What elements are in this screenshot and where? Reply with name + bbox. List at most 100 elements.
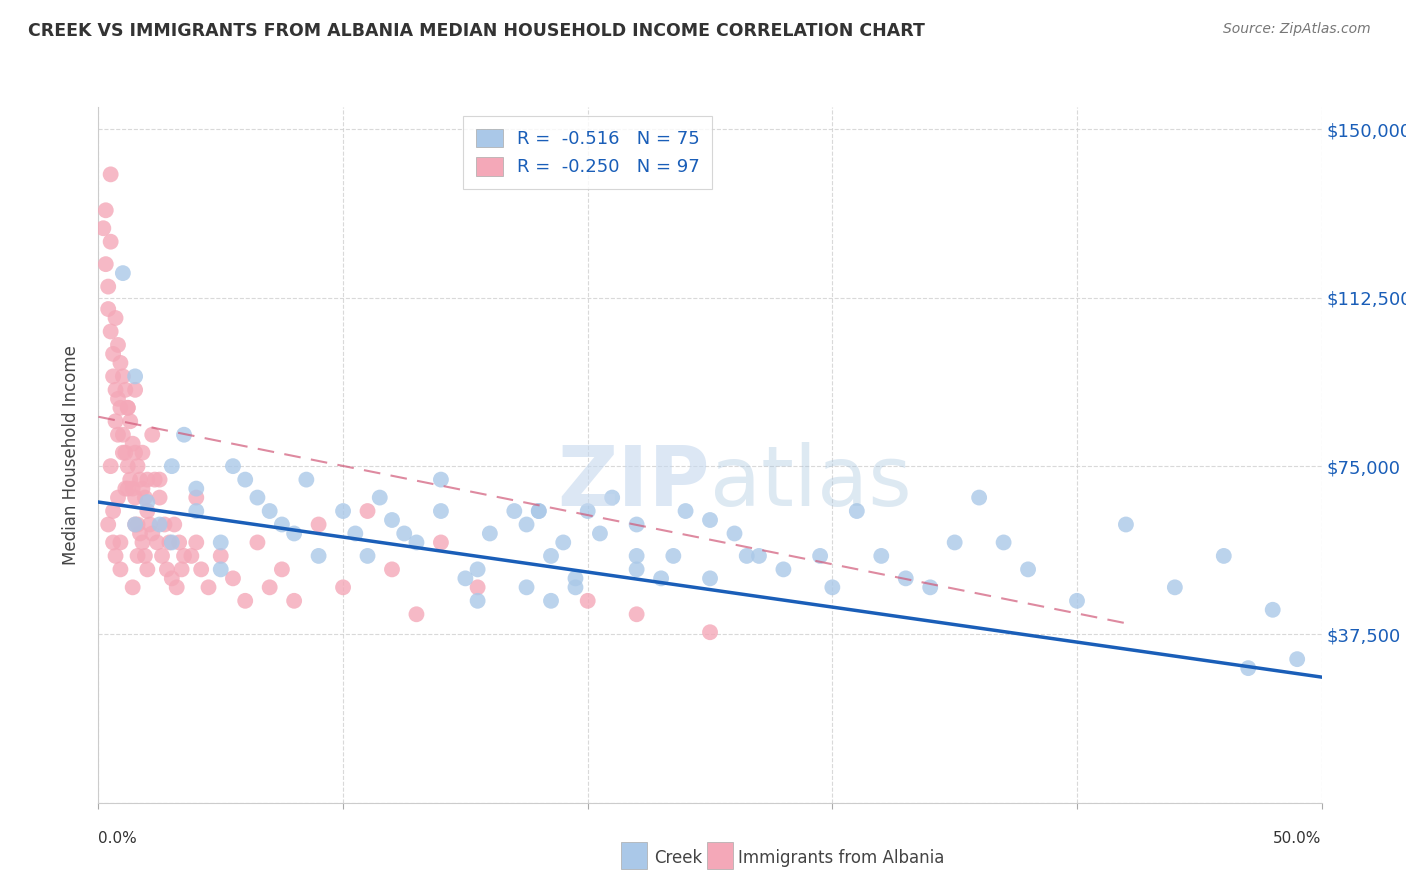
Point — [104, 414, 127, 428]
Point — [626, 549, 648, 563]
Point — [160, 459, 183, 474]
Point — [808, 549, 831, 563]
Point — [186, 535, 208, 549]
Point — [173, 549, 195, 563]
Point — [515, 580, 537, 594]
Point — [97, 301, 120, 316]
Point — [332, 580, 354, 594]
Point — [503, 504, 526, 518]
Point — [143, 473, 166, 487]
Point — [392, 526, 416, 541]
Point — [270, 517, 294, 532]
Point — [356, 549, 378, 563]
Point — [233, 594, 256, 608]
Point — [173, 427, 195, 442]
Point — [121, 482, 143, 496]
Point — [626, 607, 648, 622]
Point — [180, 549, 202, 563]
Point — [344, 526, 367, 541]
Point — [153, 517, 176, 532]
Point — [894, 571, 917, 585]
Point — [381, 562, 404, 576]
Point — [141, 526, 163, 541]
Point — [405, 535, 427, 549]
Point — [540, 594, 562, 608]
Point — [136, 495, 159, 509]
Point — [308, 517, 330, 532]
Text: atlas: atlas — [710, 442, 911, 524]
Point — [845, 504, 868, 518]
Point — [1164, 580, 1187, 594]
Point — [1212, 549, 1234, 563]
Point — [131, 535, 153, 549]
Point — [735, 549, 758, 563]
Point — [600, 491, 623, 505]
Point — [170, 562, 193, 576]
Point — [527, 504, 550, 518]
Point — [920, 580, 942, 594]
Point — [430, 504, 453, 518]
Point — [111, 445, 134, 459]
Point — [107, 392, 129, 406]
Point — [101, 369, 124, 384]
Point — [167, 535, 190, 549]
Point — [197, 580, 219, 594]
Point — [117, 482, 139, 496]
Point — [430, 535, 453, 549]
Point — [209, 562, 232, 576]
Point — [1237, 661, 1260, 675]
Point — [943, 535, 966, 549]
Point — [120, 414, 142, 428]
Y-axis label: Median Household Income: Median Household Income — [62, 345, 80, 565]
Point — [94, 257, 117, 271]
Point — [139, 517, 162, 532]
Point — [111, 266, 134, 280]
Point — [131, 482, 153, 496]
Point — [124, 491, 146, 505]
Point — [454, 571, 477, 585]
Point — [136, 562, 159, 576]
Point — [121, 580, 143, 594]
Point — [104, 549, 127, 563]
Point — [150, 549, 173, 563]
Text: 0.0%: 0.0% — [98, 831, 138, 847]
Point — [110, 562, 132, 576]
Point — [124, 445, 146, 459]
Legend: R =  -0.516   N = 75, R =  -0.250   N = 97: R = -0.516 N = 75, R = -0.250 N = 97 — [463, 116, 713, 189]
Text: 50.0%: 50.0% — [1274, 831, 1322, 847]
Point — [110, 535, 132, 549]
Point — [564, 580, 586, 594]
Point — [467, 580, 489, 594]
Point — [405, 607, 427, 622]
Point — [723, 526, 745, 541]
Point — [129, 526, 152, 541]
Point — [136, 473, 159, 487]
Point — [100, 325, 122, 339]
Point — [160, 571, 183, 585]
Text: ZIP: ZIP — [558, 442, 710, 524]
Point — [650, 571, 672, 585]
Point — [107, 338, 129, 352]
Point — [967, 491, 990, 505]
Point — [101, 504, 124, 518]
Point — [270, 562, 294, 576]
Point — [129, 473, 152, 487]
Point — [107, 491, 129, 505]
Point — [259, 504, 281, 518]
Point — [233, 473, 256, 487]
Point — [107, 427, 129, 442]
Point — [141, 427, 163, 442]
Point — [114, 482, 136, 496]
Point — [124, 517, 146, 532]
Point — [97, 279, 120, 293]
Point — [131, 445, 153, 459]
Point — [576, 594, 599, 608]
Point — [101, 347, 124, 361]
Text: Creek: Creek — [654, 849, 702, 867]
Text: Source: ZipAtlas.com: Source: ZipAtlas.com — [1223, 22, 1371, 37]
Point — [283, 594, 305, 608]
Point — [121, 436, 143, 450]
Point — [295, 473, 318, 487]
Point — [209, 549, 232, 563]
Point — [111, 427, 134, 442]
